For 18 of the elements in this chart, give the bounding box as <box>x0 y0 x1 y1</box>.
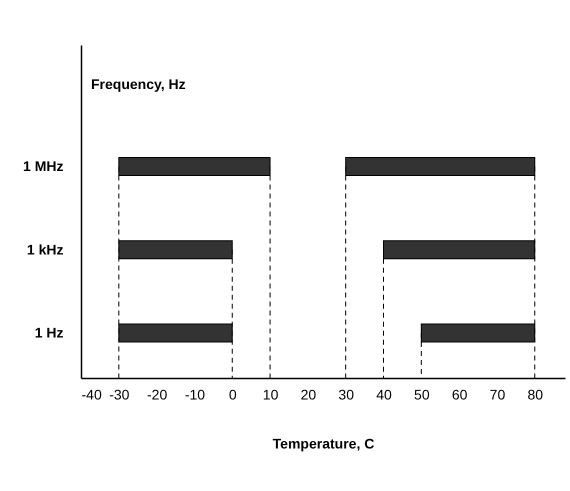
x-tick-label: 10 <box>262 386 279 402</box>
x-tick-label: 60 <box>452 386 468 402</box>
x-tick-label: 20 <box>300 386 316 402</box>
y-tick-label: 1 kHz <box>26 241 64 258</box>
x-tick-label: 40 <box>376 386 392 402</box>
x-tick-label: -10 <box>184 386 206 402</box>
text: Frequency, Hz <box>91 76 186 92</box>
x-tick-label: 80 <box>527 386 544 402</box>
x-axis-title: Temperature, C <box>272 436 374 452</box>
y-tick-label: 1 MHz <box>23 158 64 174</box>
x-tick-label: 50 <box>414 386 430 402</box>
x-tick-label: 70 <box>490 386 506 402</box>
y-tick-label: 1 Hz <box>34 324 64 341</box>
x-tick-label: -20 <box>147 386 168 402</box>
x-tick-label: -30 <box>109 386 130 402</box>
x-tick-label: 0 <box>228 386 237 402</box>
x-tick-label: -40 <box>82 386 102 402</box>
x-tick-label: 30 <box>338 386 354 402</box>
